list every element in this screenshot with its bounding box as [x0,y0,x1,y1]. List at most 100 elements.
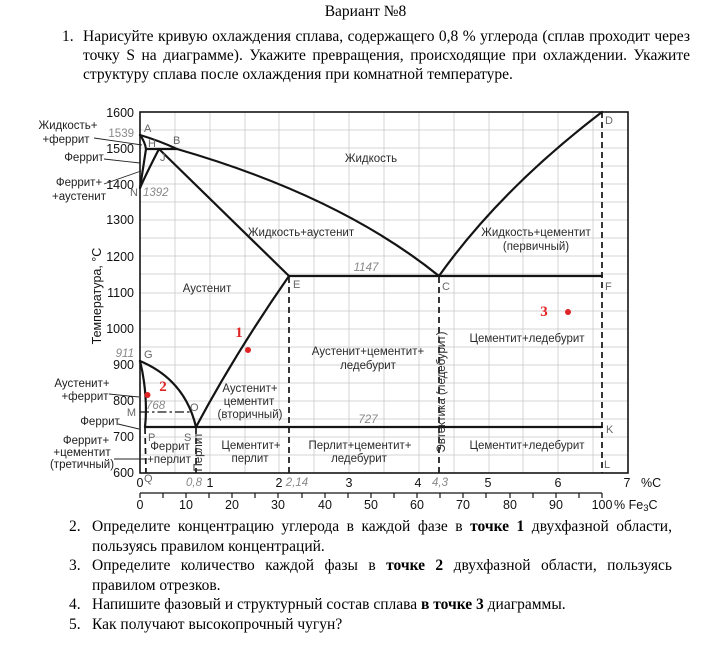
line-pq [144,427,147,474]
liquidus-abcd [138,110,604,278]
region-austenite-cementite2-line2: цементит [224,396,275,408]
dashed-composition-lines [144,112,603,474]
temp-1392: 1392 [143,187,169,199]
y-tick-700: 700 [113,430,134,444]
x-tick-7: 7 [624,476,631,490]
task-text: двухфазной области, пользуясь правилом к… [92,518,672,555]
point-M: M [127,407,136,419]
fe3c-tick-10: 10 [179,498,193,512]
point-C: C [442,281,450,293]
region-austenite-cementite-ledeburite-line2: ледебурит [340,360,397,372]
point-J: J [160,152,166,164]
study-point-markers: 1 2 3 [144,304,571,398]
region-eutectic-vertical: Эвтектика (ледебурит) [436,331,448,452]
y-tick-1539: 1539 [108,128,134,140]
point-E: E [293,279,300,291]
region-perlite-cementite-ledeburite-line1: Перлит+цементит+ [309,440,412,452]
marker-2-dot [144,392,151,398]
fe3c-tick-100: 100 [592,498,613,512]
point-D: D [605,115,613,127]
region-ferrite-perlite-line2: +перлит [147,454,191,466]
fe3c-tick-80: 80 [503,498,517,512]
phase-boundary-lines [138,110,604,429]
region-liquid-cementite-line2: (первичный) [503,241,569,253]
x-tick-4: 4 [415,476,422,490]
task-text: Напишите фазовый и структурный состав сп… [92,596,421,614]
y-tick-800: 800 [113,394,134,408]
label-austenite-ferrite-line2: +феррит [61,391,109,403]
task-text-bold: точке 2 [386,557,444,575]
region-austenite-cementite2-line1: Аустенит+ [222,383,277,395]
task-number: 1. [62,28,74,45]
y-axis-labels: 1600 1539 1500 1400 1300 1200 1100 1000 … [90,106,134,480]
temp-768: 768 [146,400,166,412]
task-text-bold: в точке 3 [421,596,484,614]
x-tick-5: 5 [485,476,492,490]
task-text: двухфазной области, пользуясь правилом о… [92,557,673,594]
point-K: K [606,424,614,436]
marker-3-dot [565,309,571,315]
label-ferrite-cementite-line1: Феррит+ [63,435,110,447]
marker-1-label: 1 [235,325,243,341]
task-item-5: 5. Как получают высокопрочный чугун? [69,615,672,635]
point-Q: Q [144,473,153,485]
temp-727: 727 [358,414,378,426]
line-gos [138,359,198,429]
region-austenite-cementite2-line3: (вторичный) [218,409,283,421]
point-N: N [130,187,138,199]
x-tick-0: 0 [137,476,144,490]
region-cementite-perlite-line2: перлит [231,453,269,465]
region-labels: Жидкость Жидкость+аустенит Жидкость+цеме… [147,153,591,472]
y-axis-title: Температура, °С [90,248,104,345]
solidus-je [157,147,291,278]
region-cementite-ledeburite-lower: Цементит+ледебурит [469,440,585,452]
y-tick-1600: 1600 [106,106,134,120]
region-austenite-cementite-ledeburite-line1: Аустенит+цементит+ [312,346,425,358]
marker-1-dot [245,347,251,353]
isotherm-labels: 1392 1147 768 727 [143,187,379,426]
tasks-bottom-list: 2. Определите концентрацию углерода в каж… [69,517,672,635]
y-tick-900: 900 [113,358,134,372]
task-text: Как получают высокопрочный чугун? [92,615,343,633]
task-number: 2. [69,518,81,535]
fe3c-tick-0: 0 [137,498,144,512]
task-number: 5. [69,615,81,633]
label-ferrite-austenite-line2: +аустенит [52,191,107,203]
task-item-1: 1. Нарисуйте кривую охлаждения сплава, со… [62,27,690,84]
x-axis-labels: 0 0,8 1 2 2,14 3 4 4,3 5 6 7 %C [137,476,662,490]
fe3c-axis-labels: 0 10 20 30 40 50 60 70 80 90 100 % Fe3C [137,498,658,514]
y-tick-1500: 1500 [106,142,134,156]
point-labels: A B H J N D E C F G M O P S K Q L [127,115,614,485]
marker-2-label: 2 [159,379,167,395]
fe3c-axis [139,492,603,498]
label-ferrite-top: Феррит [64,152,104,164]
point-S: S [184,432,191,444]
label-ferrite-cementite-line2: +цементит [53,447,111,459]
fe3c-tick-60: 60 [410,498,424,512]
region-liquid-austenite: Жидкость+аустенит [248,227,355,239]
x-tick-0-8: 0,8 [186,477,203,489]
page-title: Вариант №8 [324,3,407,20]
task-text: Определите концентрацию углерода в каждо… [92,518,471,535]
task-item-2: 2. Определите концентрацию углерода в каж… [69,517,672,556]
task-number: 4. [69,596,81,614]
x-axis-unit: %C [641,476,661,490]
task-text: диаграммы. [483,596,566,614]
task-text-bold: точке 1 [470,518,525,535]
region-liquid: Жидкость [345,153,397,165]
plot-border [139,111,629,474]
phase-diagram: 1600 1539 1500 1400 1300 1200 1100 1000 … [38,106,662,514]
y-tick-1400: 1400 [106,178,134,192]
point-G: G [144,349,153,361]
task-item-4: 4. Напишите фазовый и структурный состав … [69,595,672,615]
point-O: O [190,402,199,414]
side-annotations: Жидкость+ +феррит Феррит Феррит+ +аустен… [38,120,120,471]
label-liquid-ferrite-line2: +феррит [42,134,90,146]
fe3c-axis-unit: % Fe3C [614,498,658,514]
task-text: Определите количество каждой фазы в [92,557,387,575]
y-tick-1300: 1300 [106,213,134,227]
annotation-leader-lines [93,137,147,460]
x-tick-4-3: 4,3 [432,477,449,489]
task-text: Нарисуйте кривую охлаждения сплава, соде… [83,28,690,83]
